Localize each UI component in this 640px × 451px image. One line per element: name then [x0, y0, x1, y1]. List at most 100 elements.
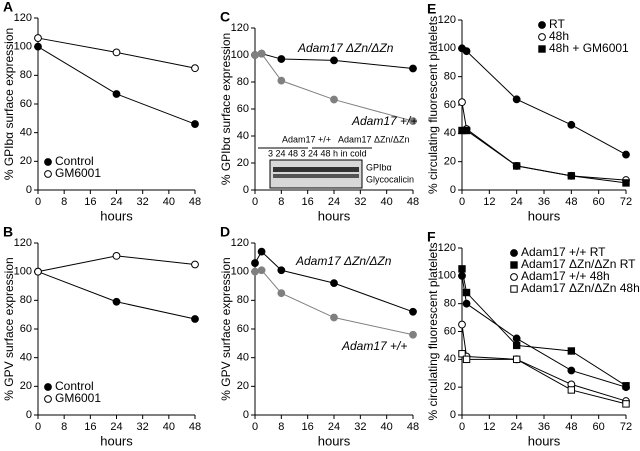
x-tick-label: 32	[137, 196, 149, 208]
marker	[277, 55, 286, 63]
marker	[112, 297, 121, 306]
panel-label: F	[427, 229, 436, 245]
y-tick-label: 80	[237, 294, 249, 306]
panel-label: E	[427, 1, 436, 17]
marker	[622, 179, 630, 187]
x-tick-label: 60	[593, 421, 605, 433]
legend-marker	[538, 45, 546, 53]
y-tick-label: 20	[444, 381, 456, 393]
gel-inset	[258, 147, 372, 189]
x-tick-label: 32	[354, 196, 366, 208]
x-tick-label: 24	[511, 421, 523, 433]
series-label: Adam17 ΔZn/ΔZn	[295, 254, 392, 268]
y-tick-label: 100	[231, 266, 249, 278]
y-axis-title: % GPIbα surface expression	[2, 28, 16, 180]
y-tick-label: 100	[438, 42, 456, 54]
x-tick-label: 8	[61, 421, 67, 433]
x-tick-label: 8	[278, 196, 284, 208]
x-tick-label: 40	[163, 196, 175, 208]
marker	[257, 49, 266, 58]
x-tick-label: 0	[35, 196, 41, 208]
y-tick-label: 100	[438, 270, 456, 282]
x-axis-title: hours	[318, 433, 351, 448]
panel: 0 20 40 60 80 100 120 0 12 24 36 48 60 72 hours % circu…	[426, 229, 640, 449]
y-tick-label: 40	[20, 127, 32, 139]
x-tick-label: 36	[538, 196, 550, 208]
y-tick-label: 100	[14, 41, 32, 53]
x-tick-label: 48	[189, 421, 201, 433]
marker	[191, 64, 199, 73]
marker	[277, 289, 286, 298]
legend-marker	[44, 170, 52, 178]
series-line	[461, 324, 627, 402]
x-tick-label: 8	[278, 421, 284, 433]
series-line	[37, 46, 196, 125]
x-tick-label: 24	[110, 196, 122, 208]
legend-label: GM6001	[55, 166, 101, 180]
marker	[512, 162, 521, 170]
x-tick-label: 36	[538, 421, 550, 433]
x-tick-label: 0	[35, 421, 41, 433]
marker	[277, 76, 286, 85]
y-tick-label: 20	[237, 380, 249, 392]
marker	[330, 279, 338, 288]
marker	[567, 386, 576, 394]
y-tick-label: 100	[14, 266, 32, 278]
marker	[567, 172, 576, 180]
x-tick-label: 0	[252, 421, 258, 433]
y-tick-label: 60	[444, 325, 456, 337]
y-tick-label: 60	[20, 323, 32, 335]
y-tick-label: 80	[237, 76, 249, 88]
legend-label: GM6001	[55, 391, 101, 405]
x-tick-label: 16	[302, 196, 314, 208]
marker	[409, 330, 417, 339]
marker	[462, 355, 471, 364]
marker	[34, 267, 42, 276]
panel: 0 20 40 60 80 100 120 0 8 16 24 32 40 48 hours % GPIbα …	[219, 9, 419, 224]
marker	[330, 313, 338, 322]
y-tick-label: 80	[20, 69, 32, 81]
y-tick-label: 20	[444, 156, 456, 168]
legend-label: 48h + GM6001	[549, 41, 629, 55]
x-tick-label: 24	[110, 421, 122, 433]
y-axis-title: % circulating fluorescent platelets	[426, 16, 440, 194]
marker	[458, 320, 466, 329]
marker	[112, 252, 121, 260]
y-tick-label: 0	[26, 409, 32, 421]
y-tick-label: 100	[231, 49, 249, 61]
x-axis-title: hours	[528, 208, 561, 223]
y-axis-title: % GPV surface expression	[219, 257, 233, 400]
annotation: Adam17 +/+	[282, 134, 331, 144]
legend-label: 48h	[549, 29, 569, 43]
x-tick-label: 48	[407, 421, 419, 433]
x-tick-label: 24	[511, 196, 523, 208]
legend-label: RT	[549, 17, 565, 31]
y-tick-label: 120	[14, 12, 32, 24]
x-tick-label: 48	[189, 196, 201, 208]
x-tick-label: 32	[354, 421, 366, 433]
y-tick-label: 40	[444, 353, 456, 365]
y-tick-label: 20	[20, 380, 32, 392]
marker	[251, 267, 259, 276]
x-tick-label: 72	[620, 196, 632, 208]
y-axis-title: % GPIbα surface expression	[219, 33, 233, 185]
x-axis-title: hours	[100, 208, 133, 223]
legend-label: Control	[55, 379, 94, 393]
marker	[34, 34, 42, 42]
x-tick-label: 8	[61, 196, 67, 208]
x-tick-label: 12	[483, 421, 495, 433]
y-tick-label: 80	[20, 294, 32, 306]
marker	[257, 266, 266, 275]
x-tick-label: 16	[302, 421, 314, 433]
legend-marker	[538, 21, 546, 29]
marker	[567, 120, 576, 129]
y-tick-label: 60	[237, 323, 249, 335]
y-tick-label: 80	[444, 298, 456, 310]
marker	[330, 56, 338, 65]
marker	[462, 126, 471, 135]
legend-marker	[44, 395, 52, 403]
annotation: Adam17 ΔZn/ΔZn	[338, 134, 410, 144]
series-label: Adam17 +/+	[351, 114, 417, 128]
marker	[458, 350, 466, 358]
